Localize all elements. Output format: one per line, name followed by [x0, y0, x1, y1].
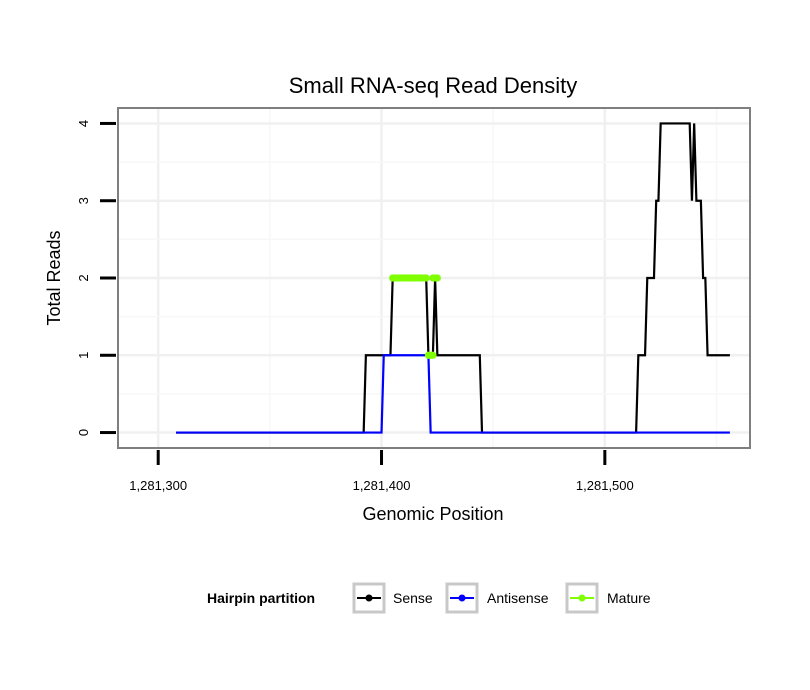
y-tick-label: 3	[76, 197, 91, 204]
y-tick-label: 2	[76, 274, 91, 281]
y-axis-label: Total Reads	[44, 230, 64, 325]
legend-key-point	[458, 594, 466, 602]
series-layer	[176, 122, 730, 434]
legend-title: Hairpin partition	[207, 590, 315, 606]
x-tick-label: 1,281,400	[353, 478, 411, 493]
y-ticks: 0 1 2 3 4	[76, 120, 116, 436]
y-tick-label: 1	[76, 352, 91, 359]
chart-title: Small RNA-seq Read Density	[289, 73, 578, 98]
legend-label-sense: Sense	[393, 590, 433, 606]
x-tick-label: 1,281,300	[129, 478, 187, 493]
legend-item-sense: Sense	[352, 582, 433, 614]
legend-key-point	[578, 594, 586, 602]
series-antisense-line	[176, 354, 730, 434]
legend-key-point	[365, 594, 373, 602]
x-axis-label: Genomic Position	[362, 504, 503, 524]
legend-item-mature: Mature	[565, 582, 651, 614]
series-mature-point	[422, 274, 430, 282]
y-tick-label: 4	[76, 120, 91, 127]
legend-label-mature: Mature	[607, 590, 651, 606]
plot-border	[117, 107, 751, 449]
series-mature-point	[429, 351, 437, 359]
y-tick-label: 0	[76, 429, 91, 436]
legend: Hairpin partition Sense Antisense Mature	[207, 582, 651, 614]
x-ticks: 1,281,300 1,281,400 1,281,500	[129, 450, 634, 493]
series-mature-point	[433, 274, 441, 282]
x-tick-label: 1,281,500	[576, 478, 634, 493]
legend-label-antisense: Antisense	[487, 590, 549, 606]
legend-item-antisense: Antisense	[445, 582, 549, 614]
